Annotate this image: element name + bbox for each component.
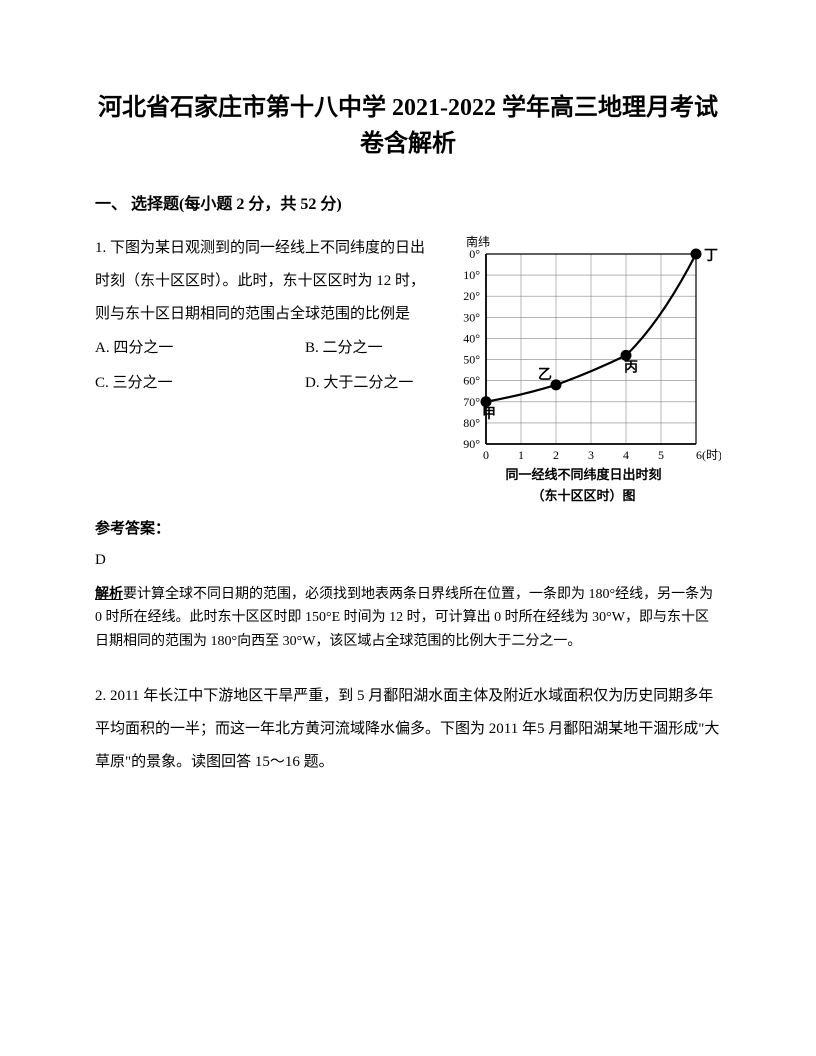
svg-text:6(时): 6(时): [696, 448, 721, 462]
svg-text:20°: 20°: [463, 289, 480, 303]
sunrise-chart: 南纬0°10°20°30°40°50°60°70°80°90°0123456(时…: [446, 232, 721, 462]
section-header: 一、 选择题(每小题 2 分，共 52 分): [95, 190, 721, 214]
svg-text:90°: 90°: [463, 437, 480, 451]
svg-text:30°: 30°: [463, 310, 480, 324]
chart-caption: 同一经线不同纬度日出时刻 （东十区区时）图: [446, 465, 721, 507]
svg-text:80°: 80°: [463, 416, 480, 430]
svg-text:丙: 丙: [624, 359, 638, 375]
svg-text:3: 3: [588, 448, 594, 462]
explanation-lead: 解析: [95, 587, 123, 602]
page-title: 河北省石家庄市第十八中学 2021-2022 学年高三地理月考试卷含解析: [95, 90, 721, 162]
chart-caption-line2: （东十区区时）图: [446, 486, 721, 507]
option-d: D. 大于二分之一: [305, 366, 413, 401]
option-c: C. 三分之一: [95, 366, 305, 401]
explanation: 解析要计算全球不同日期的范围，必须找到地表两条日界线所在位置，一条即为 180°…: [95, 583, 721, 654]
question-1-left: 1. 下图为某日观测到的同一经线上不同纬度的日出时刻（东十区区时）。此时，东十区…: [95, 232, 434, 416]
svg-text:0: 0: [483, 448, 489, 462]
svg-text:丁: 丁: [704, 249, 718, 264]
answer-letter: D: [95, 552, 721, 569]
svg-text:1: 1: [518, 448, 524, 462]
svg-text:2: 2: [553, 448, 559, 462]
question-1-row: 1. 下图为某日观测到的同一经线上不同纬度的日出时刻（东十区区时）。此时，东十区…: [95, 232, 721, 507]
svg-text:5: 5: [658, 448, 664, 462]
answer-label: 参考答案：: [95, 517, 721, 538]
svg-text:70°: 70°: [463, 395, 480, 409]
svg-text:0°: 0°: [469, 247, 480, 261]
option-b: B. 二分之一: [305, 331, 383, 366]
svg-text:60°: 60°: [463, 374, 480, 388]
svg-text:50°: 50°: [463, 353, 480, 367]
svg-text:乙: 乙: [538, 367, 552, 383]
explanation-body: 要计算全球不同日期的范围，必须找到地表两条日界线所在位置，一条即为 180°经线…: [95, 587, 713, 650]
question-2-text: 2. 2011 年长江中下游地区干旱严重，到 5 月鄱阳湖水面主体及附近水域面积…: [95, 680, 721, 779]
question-1-text: 1. 下图为某日观测到的同一经线上不同纬度的日出时刻（东十区区时）。此时，东十区…: [95, 232, 434, 331]
chart-caption-line1: 同一经线不同纬度日出时刻: [446, 465, 721, 486]
svg-text:10°: 10°: [463, 268, 480, 282]
option-a: A. 四分之一: [95, 331, 305, 366]
chart-container: 南纬0°10°20°30°40°50°60°70°80°90°0123456(时…: [446, 232, 721, 507]
svg-text:40°: 40°: [463, 331, 480, 345]
question-1-options: A. 四分之一 B. 二分之一 C. 三分之一 D. 大于二分之一: [95, 331, 434, 400]
svg-text:4: 4: [623, 448, 629, 462]
svg-text:甲: 甲: [482, 406, 496, 422]
